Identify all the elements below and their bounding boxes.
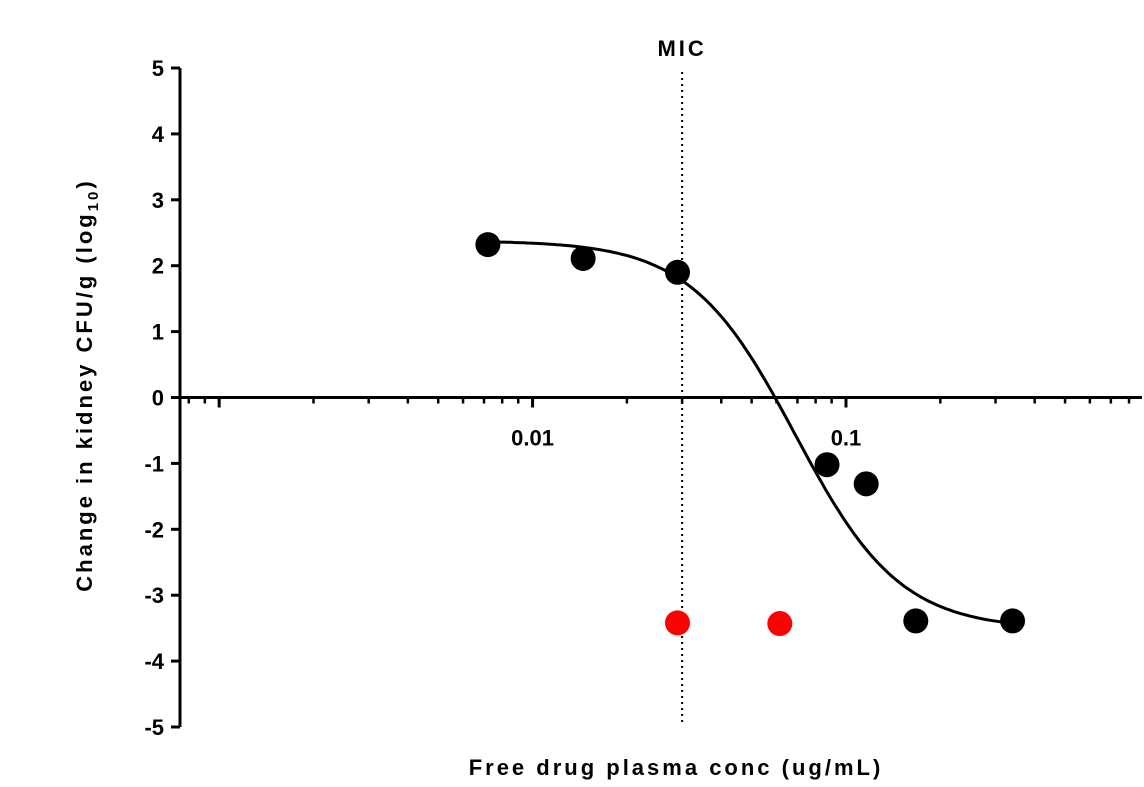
data-point [853,471,879,497]
data-point [475,232,501,258]
data-points [475,232,1026,637]
y-axis-title-close: ) [72,178,97,188]
data-point [1000,608,1026,634]
y-axis-title: Change in kidney CFU/g (log10) [72,178,102,591]
y-axis: 5 4 3 2 1 0 -1 -2 -3 -4 -5 [144,56,182,740]
data-point-red [664,610,690,636]
data-point [814,452,840,478]
y-tick-label: 1 [152,320,164,345]
x-tick-label: 0.01 [511,426,554,451]
x-axis-title: Free drug plasma conc (ug/mL) [469,755,884,780]
y-tick-label: -3 [144,583,164,608]
data-point [664,259,690,285]
x-axis: 0.01 0.1 [180,396,1142,451]
y-tick-label: 4 [152,122,165,147]
fit-curve [487,240,1013,625]
mic-label: MIC [657,36,706,61]
y-tick-label: 0 [152,386,164,411]
y-tick-label: -4 [144,649,164,674]
y-tick-label: -1 [144,451,164,476]
data-point [570,245,596,271]
y-tick-label: 2 [152,254,164,279]
y-tick-label: 3 [152,188,164,213]
y-tick-label: -5 [144,715,164,740]
x-tick-label: 0.1 [831,426,862,451]
y-axis-title-main: Change in kidney CFU/g (log [72,211,97,591]
y-tick-label: -2 [144,517,164,542]
data-point [903,608,929,634]
y-axis-title-subscript: 10 [85,189,102,212]
data-point-red [767,611,793,637]
y-tick-label: 5 [152,56,164,81]
